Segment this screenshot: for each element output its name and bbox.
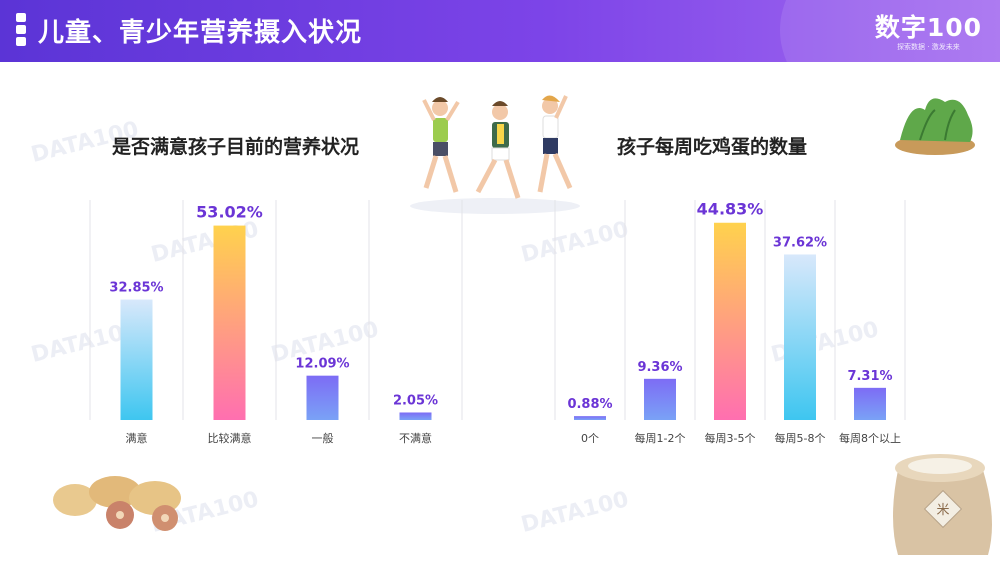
running-kids-illustration xyxy=(410,95,580,214)
chart-egg-consumption: 0.88% 0个 9.36% 每周1-2个 44.83% 每周3-5个 37.62% 每周5-… xyxy=(554,200,906,445)
category-label: 不满意 xyxy=(399,431,432,445)
bar xyxy=(120,299,153,420)
bar xyxy=(854,387,886,420)
category-label: 0个 xyxy=(581,432,599,445)
brand-logo-name: 数字100 xyxy=(874,13,982,42)
brand-logo-slogan: 探索数据 · 激发未来 xyxy=(897,43,960,51)
vegetable-bowl-illustration xyxy=(895,98,975,155)
data-label: 12.09% xyxy=(295,357,349,372)
category-label: 比较满意 xyxy=(208,431,252,445)
bar xyxy=(399,412,432,420)
page-title: 儿童、青少年营养摄入状况 xyxy=(38,18,363,48)
category-label: 每周5-8个 xyxy=(775,431,826,445)
lotus-root-illustration xyxy=(53,476,181,531)
data-label: 53.02% xyxy=(196,203,263,222)
chart-satisfaction: 32.85% 满意 53.02% 比较满意 12.09% 一般 2.05% 不满意 xyxy=(89,200,463,445)
category-label: 每周3-5个 xyxy=(705,431,756,445)
bar xyxy=(784,254,816,420)
data-label: 44.83% xyxy=(697,200,764,219)
data-label: 7.31% xyxy=(847,369,892,384)
chart-title-satisfaction: 是否满意孩子目前的营养状况 xyxy=(112,136,360,158)
header-decoration xyxy=(780,0,1000,62)
category-label: 每周1-2个 xyxy=(635,431,686,445)
bar xyxy=(213,225,246,420)
data-label: 9.36% xyxy=(637,360,682,375)
watermark: DATA100 xyxy=(518,487,632,538)
bar xyxy=(306,375,339,420)
category-label: 每周8个以上 xyxy=(839,431,901,445)
header-bar: 儿童、青少年营养摄入状况 数字100 探索数据 · 激发未来 xyxy=(0,0,1000,62)
brand-logo: 数字100 探索数据 · 激发未来 xyxy=(875,8,982,52)
data-label: 37.62% xyxy=(773,235,827,250)
data-label: 0.88% xyxy=(567,397,612,412)
bar xyxy=(644,378,676,420)
chart-title-eggs: 孩子每周吃鸡蛋的数量 xyxy=(617,136,808,158)
svg-text:米: 米 xyxy=(936,503,949,518)
rice-sack-illustration: 米 xyxy=(893,454,992,555)
bar xyxy=(714,222,746,420)
category-label: 一般 xyxy=(312,432,334,445)
title-marker-icon xyxy=(16,13,28,49)
category-label: 满意 xyxy=(126,431,148,445)
data-label: 32.85% xyxy=(109,281,163,296)
bar xyxy=(574,416,606,420)
data-label: 2.05% xyxy=(393,393,438,408)
